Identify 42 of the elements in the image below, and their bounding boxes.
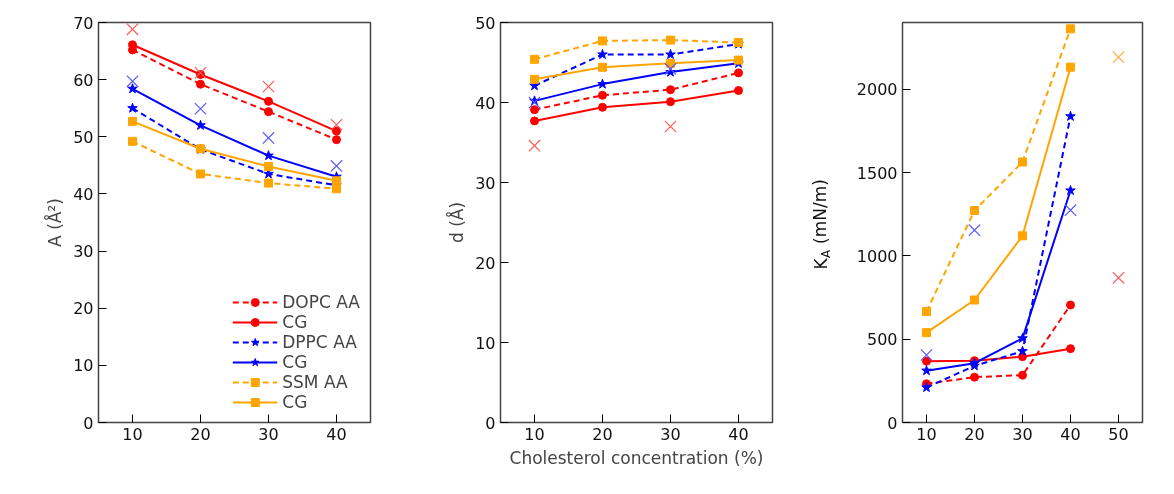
y-tick-label: 20 xyxy=(73,299,94,319)
y-tick-label: 50 xyxy=(73,127,94,147)
y-tick-label: 1000 xyxy=(856,246,898,266)
y-tick-label: 40 xyxy=(475,93,496,113)
y-tick-label: 50 xyxy=(475,13,496,33)
y-tick-label: 20 xyxy=(475,253,496,273)
y-tick-label: 0 xyxy=(83,413,94,433)
y-tick-label: 0 xyxy=(887,413,898,433)
legend-label: DOPC AA xyxy=(282,292,360,312)
x-tick-label: 40 xyxy=(326,424,347,444)
x-tick-label: 40 xyxy=(728,424,749,444)
y-tick-label: 10 xyxy=(475,333,496,353)
x-tick-label: 10 xyxy=(524,424,545,444)
y-axis-title: KA (mN/m) xyxy=(810,179,833,270)
y-tick-label: 70 xyxy=(73,13,94,33)
x-tick-label: 20 xyxy=(592,424,613,444)
y-tick-label: 30 xyxy=(475,173,496,193)
y-tick-label: 500 xyxy=(866,330,898,350)
x-tick-label: 40 xyxy=(1060,424,1081,444)
y-tick-label: 0 xyxy=(485,413,496,433)
x-tick-label: 50 xyxy=(1108,424,1129,444)
x-tick-label: 10 xyxy=(916,424,937,444)
x-tick-label: 30 xyxy=(1012,424,1033,444)
y-tick-label: 1500 xyxy=(856,163,898,183)
legend-label: CG xyxy=(282,312,308,332)
y-tick-label: 2000 xyxy=(856,80,898,100)
y-axis-title: A (Å²) xyxy=(44,198,66,247)
y-tick-label: 60 xyxy=(73,70,94,90)
y-tick-label: 40 xyxy=(73,184,94,204)
y-axis-title: d (Å) xyxy=(446,201,468,244)
legend-label: SSM AA xyxy=(282,372,348,392)
legend-label: CG xyxy=(282,352,308,372)
y-tick-label: 30 xyxy=(73,242,94,262)
legend-label: CG xyxy=(282,392,308,412)
x-tick-label: 30 xyxy=(258,424,279,444)
x-tick-label: 20 xyxy=(964,424,985,444)
x-tick-label: 20 xyxy=(190,424,211,444)
legend-label: DPPC AA xyxy=(282,332,357,352)
x-tick-label: 10 xyxy=(122,424,143,444)
x-tick-label: 30 xyxy=(660,424,681,444)
y-tick-label: 10 xyxy=(73,356,94,376)
x-axis-title: Cholesterol concentration (%) xyxy=(509,447,764,468)
